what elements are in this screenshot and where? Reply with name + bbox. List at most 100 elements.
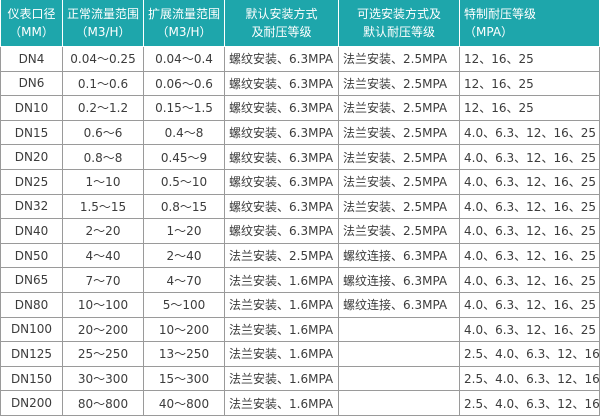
header-optional-install: 可选安装方式及 默认耐压等级 bbox=[338, 0, 460, 47]
cell-special-pressure: 2.5、4.0、6.3、12、16 bbox=[459, 365, 600, 392]
cell-default-install: 螺纹安装、6.3MPA bbox=[224, 95, 339, 121]
cell-optional-install: 法兰安装、2.5MPA bbox=[338, 193, 460, 220]
cell-special-pressure: 4.0、6.3、12、16、25 bbox=[459, 144, 600, 170]
header-line: 特制耐压等级 bbox=[464, 7, 537, 21]
table-row: DN65 7～70 4～70 法兰安装、1.6MPA 螺纹连接、6.3MPA 4.0、6.… bbox=[0, 267, 600, 293]
cell-optional-install: 法兰安装、2.5MPA bbox=[338, 70, 460, 97]
cell-extended-flow: 4～70 bbox=[143, 267, 225, 293]
cell-diameter: DN4 bbox=[0, 46, 63, 72]
cell-special-pressure: 4.0、6.3、12、16、25 bbox=[459, 119, 600, 146]
cell-normal-flow: 0.2～1.2 bbox=[62, 95, 144, 121]
header-line: （MPA） bbox=[464, 25, 514, 39]
cell-diameter: DN100 bbox=[0, 316, 63, 343]
cell-default-install: 法兰安装、1.6MPA bbox=[224, 267, 339, 293]
cell-extended-flow: 0.45～9 bbox=[143, 144, 225, 170]
table-row: DN150 30～300 15～300 法兰安装、1.6MPA 2.5、4.0、6.3、… bbox=[0, 365, 600, 392]
table-row: DN50 4～40 2～40 法兰安装、2.5MPA 螺纹连接、6.3MPA 4.0、6.… bbox=[0, 242, 600, 269]
cell-diameter: DN20 bbox=[0, 144, 63, 170]
table-row: DN15 0.6～6 0.4～8 螺纹安装、6.3MPA 法兰安装、2.5MPA 4.0、… bbox=[0, 119, 600, 146]
cell-diameter: DN150 bbox=[0, 365, 63, 392]
header-line: 默认耐压等级 bbox=[362, 25, 435, 39]
cell-optional-install: 法兰安装、2.5MPA bbox=[338, 218, 460, 244]
cell-extended-flow: 0.15～1.5 bbox=[143, 95, 225, 121]
cell-special-pressure: 4.0、6.3、12、16、25 bbox=[459, 193, 600, 220]
header-line: （M3/H） bbox=[156, 25, 212, 39]
cell-diameter: DN200 bbox=[0, 390, 63, 416]
cell-special-pressure: 4.0、6.3、12、16、25 bbox=[459, 218, 600, 244]
cell-normal-flow: 1.5～15 bbox=[62, 193, 144, 220]
cell-optional-install: 法兰安装、2.5MPA bbox=[338, 168, 460, 195]
header-line: 及耐压等级 bbox=[251, 25, 312, 39]
cell-extended-flow: 0.8～15 bbox=[143, 193, 225, 220]
header-line: 仪表口径 bbox=[7, 7, 56, 21]
header-default-install: 默认安装方式 及耐压等级 bbox=[224, 0, 339, 47]
cell-special-pressure: 4.0、6.3、12、16、25 bbox=[459, 267, 600, 293]
table-row: DN32 1.5～15 0.8～15 螺纹安装、6.3MPA 法兰安装、2.5MPA 4.… bbox=[0, 193, 600, 220]
cell-optional-install bbox=[338, 390, 460, 416]
header-row: 仪表口径 （MM） 正常流量范围 （M3/H） 扩展流量范围 （M3/H） 默认安装方式 及耐… bbox=[0, 0, 600, 47]
cell-normal-flow: 30～300 bbox=[62, 365, 144, 392]
cell-normal-flow: 2～20 bbox=[62, 218, 144, 244]
table-row: DN6 0.1～0.6 0.06～0.6 螺纹安装、6.3MPA 法兰安装、2.5MPA… bbox=[0, 70, 600, 97]
table-row: DN40 2～20 1～20 螺纹安装、6.3MPA 法兰安装、2.5MPA 4.0、6.… bbox=[0, 218, 600, 244]
cell-diameter: DN125 bbox=[0, 341, 63, 367]
cell-diameter: DN65 bbox=[0, 267, 63, 293]
cell-diameter: DN6 bbox=[0, 70, 63, 97]
cell-optional-install bbox=[338, 341, 460, 367]
cell-default-install: 法兰安装、1.6MPA bbox=[224, 341, 339, 367]
cell-optional-install: 螺纹连接、6.3MPA bbox=[338, 242, 460, 269]
cell-default-install: 螺纹安装、6.3MPA bbox=[224, 70, 339, 97]
cell-normal-flow: 7～70 bbox=[62, 267, 144, 293]
cell-normal-flow: 80～800 bbox=[62, 390, 144, 416]
header-extended-flow: 扩展流量范围 （M3/H） bbox=[143, 0, 225, 47]
cell-optional-install bbox=[338, 316, 460, 343]
table-row: DN200 80～800 40～800 法兰安装、1.6MPA 2.5、4.0、6.3、… bbox=[0, 390, 600, 416]
cell-default-install: 螺纹安装、6.3MPA bbox=[224, 193, 339, 220]
cell-extended-flow: 0.4～8 bbox=[143, 119, 225, 146]
cell-default-install: 法兰安装、1.6MPA bbox=[224, 316, 339, 343]
cell-optional-install: 法兰安装、2.5MPA bbox=[338, 144, 460, 170]
cell-optional-install bbox=[338, 365, 460, 392]
cell-optional-install: 螺纹连接、6.3MPA bbox=[338, 291, 460, 318]
cell-special-pressure: 2.5、4.0、6.3、12、16 bbox=[459, 390, 600, 416]
cell-normal-flow: 10～100 bbox=[62, 291, 144, 318]
cell-special-pressure: 4.0、6.3、12、16、25 bbox=[459, 316, 600, 343]
header-line: （MM） bbox=[9, 25, 54, 39]
header-line: 扩展流量范围 bbox=[148, 7, 221, 21]
cell-normal-flow: 25～250 bbox=[62, 341, 144, 367]
cell-optional-install: 螺纹连接、6.3MPA bbox=[338, 267, 460, 293]
cell-default-install: 螺纹安装、6.3MPA bbox=[224, 46, 339, 72]
cell-normal-flow: 0.1～0.6 bbox=[62, 70, 144, 97]
table-row: DN4 0.04～0.25 0.04～0.4 螺纹安装、6.3MPA 法兰安装、2.5M… bbox=[0, 46, 600, 72]
cell-special-pressure: 4.0、6.3、12、16、25 bbox=[459, 168, 600, 195]
cell-normal-flow: 0.8～8 bbox=[62, 144, 144, 170]
cell-default-install: 螺纹安装、6.3MPA bbox=[224, 218, 339, 244]
cell-diameter: DN40 bbox=[0, 218, 63, 244]
header-line: （M3/H） bbox=[75, 25, 131, 39]
header-line: 正常流量范围 bbox=[67, 7, 140, 21]
header-line: 默认安装方式 bbox=[245, 7, 318, 21]
cell-normal-flow: 1～10 bbox=[62, 168, 144, 195]
cell-special-pressure: 12、16、25 bbox=[459, 46, 600, 72]
cell-optional-install: 法兰安装、2.5MPA bbox=[338, 95, 460, 121]
cell-extended-flow: 0.04～0.4 bbox=[143, 46, 225, 72]
cell-special-pressure: 4.0、6.3、12、16、25 bbox=[459, 242, 600, 269]
table-row: DN10 0.2～1.2 0.15～1.5 螺纹安装、6.3MPA 法兰安装、2.5MP… bbox=[0, 95, 600, 121]
cell-extended-flow: 15～300 bbox=[143, 365, 225, 392]
cell-extended-flow: 0.06～0.6 bbox=[143, 70, 225, 97]
table-row: DN80 10～100 5～100 法兰安装、1.6MPA 螺纹连接、6.3MPA 4.0… bbox=[0, 291, 600, 318]
header-normal-flow: 正常流量范围 （M3/H） bbox=[62, 0, 144, 47]
cell-special-pressure: 2.5、4.0、6.3、12、16 bbox=[459, 341, 600, 367]
cell-special-pressure: 12、16、25 bbox=[459, 95, 600, 121]
cell-extended-flow: 40～800 bbox=[143, 390, 225, 416]
cell-extended-flow: 0.5～10 bbox=[143, 168, 225, 195]
cell-diameter: DN15 bbox=[0, 119, 63, 146]
header-line: 可选安装方式及 bbox=[356, 7, 441, 21]
cell-extended-flow: 10～200 bbox=[143, 316, 225, 343]
cell-normal-flow: 0.04～0.25 bbox=[62, 46, 144, 72]
header-special-pressure: 特制耐压等级 （MPA） bbox=[459, 0, 600, 47]
header-diameter: 仪表口径 （MM） bbox=[0, 0, 63, 47]
cell-extended-flow: 5～100 bbox=[143, 291, 225, 318]
cell-default-install: 法兰安装、1.6MPA bbox=[224, 390, 339, 416]
